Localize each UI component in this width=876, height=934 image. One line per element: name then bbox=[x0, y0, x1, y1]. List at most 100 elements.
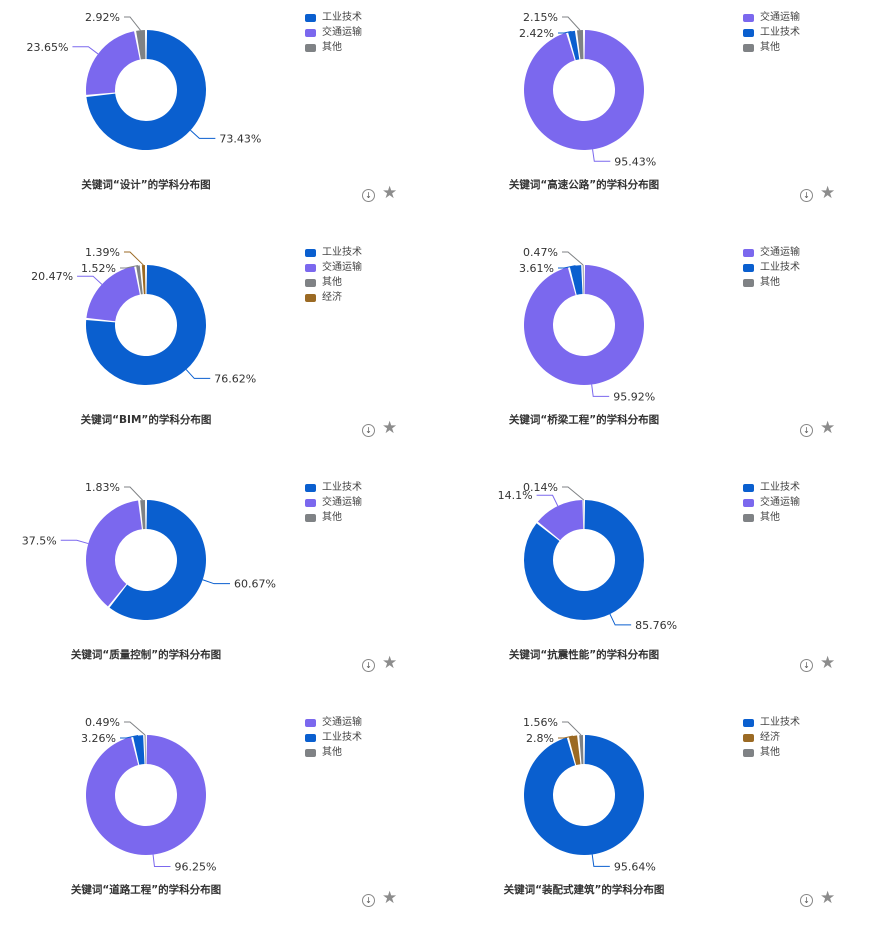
legend-item[interactable]: 交通运输 bbox=[743, 495, 800, 510]
download-icon[interactable]: ↓ bbox=[362, 424, 375, 437]
legend-item[interactable]: 其他 bbox=[305, 510, 362, 525]
chart-legend: 工业技术交通运输其他经济 bbox=[305, 245, 362, 305]
leader-line bbox=[186, 370, 210, 379]
legend-item[interactable]: 其他 bbox=[743, 275, 800, 290]
chart-legend: 工业技术交通运输其他 bbox=[305, 480, 362, 525]
star-icon[interactable]: ★ bbox=[820, 183, 835, 203]
download-icon[interactable]: ↓ bbox=[362, 894, 375, 907]
legend-item[interactable]: 交通运输 bbox=[743, 245, 800, 260]
legend-item[interactable]: 其他 bbox=[305, 745, 362, 760]
download-icon[interactable]: ↓ bbox=[800, 894, 813, 907]
legend-item[interactable]: 交通运输 bbox=[305, 260, 362, 275]
download-icon[interactable]: ↓ bbox=[362, 189, 375, 202]
legend-swatch bbox=[743, 249, 754, 257]
chart-card: 60.67%37.5%1.83%工业技术交通运输其他关键词“质量控制”的学科分布… bbox=[0, 470, 438, 699]
legend-swatch bbox=[743, 484, 754, 492]
legend-item[interactable]: 交通运输 bbox=[743, 10, 800, 25]
legend-item[interactable]: 经济 bbox=[305, 290, 362, 305]
chart-card: 95.92%3.61%0.47%交通运输工业技术其他关键词“桥梁工程”的学科分布… bbox=[438, 235, 876, 464]
leader-line bbox=[562, 17, 580, 30]
slice-value-label: 3.61% bbox=[519, 262, 554, 275]
slice-value-label: 23.65% bbox=[26, 41, 68, 54]
legend-item[interactable]: 工业技术 bbox=[743, 260, 800, 275]
pie-slice[interactable] bbox=[86, 735, 206, 855]
legend-swatch bbox=[743, 499, 754, 507]
legend-label: 交通运输 bbox=[322, 260, 362, 275]
download-icon[interactable]: ↓ bbox=[800, 189, 813, 202]
leader-line bbox=[61, 540, 89, 543]
download-icon[interactable]: ↓ bbox=[362, 659, 375, 672]
star-icon[interactable]: ★ bbox=[382, 418, 397, 438]
legend-label: 交通运输 bbox=[760, 495, 800, 510]
legend-swatch bbox=[305, 749, 316, 757]
legend-item[interactable]: 其他 bbox=[743, 40, 800, 55]
legend-label: 交通运输 bbox=[322, 25, 362, 40]
chart-card: 95.43%2.42%2.15%交通运输工业技术其他关键词“高速公路”的学科分布… bbox=[438, 0, 876, 229]
leader-line bbox=[120, 266, 138, 268]
download-icon[interactable]: ↓ bbox=[800, 424, 813, 437]
pie-slice[interactable] bbox=[583, 265, 584, 294]
pie-slice[interactable] bbox=[524, 735, 644, 855]
chart-legend: 交通运输工业技术其他 bbox=[743, 245, 800, 290]
slice-value-label: 2.15% bbox=[523, 11, 558, 24]
slice-value-label: 1.83% bbox=[85, 481, 120, 494]
legend-swatch bbox=[305, 44, 316, 52]
legend-swatch bbox=[305, 14, 316, 22]
pie-slice[interactable] bbox=[86, 31, 140, 95]
leader-line bbox=[124, 487, 143, 500]
legend-item[interactable]: 工业技术 bbox=[743, 480, 800, 495]
legend-item[interactable]: 其他 bbox=[743, 745, 800, 760]
legend-label: 其他 bbox=[322, 510, 342, 525]
legend-item[interactable]: 经济 bbox=[743, 730, 800, 745]
star-icon[interactable]: ★ bbox=[382, 888, 397, 908]
legend-swatch bbox=[743, 749, 754, 757]
pie-slice[interactable] bbox=[524, 30, 644, 150]
pie-slice[interactable] bbox=[524, 265, 644, 385]
download-icon[interactable]: ↓ bbox=[800, 659, 813, 672]
slice-value-label: 96.25% bbox=[174, 861, 216, 874]
legend-swatch bbox=[743, 44, 754, 52]
slice-value-label: 85.76% bbox=[635, 619, 677, 632]
legend-item[interactable]: 工业技术 bbox=[305, 10, 362, 25]
legend-label: 交通运输 bbox=[322, 715, 362, 730]
legend-item[interactable]: 其他 bbox=[305, 275, 362, 290]
leader-line bbox=[562, 252, 583, 265]
slice-value-label: 1.52% bbox=[81, 262, 116, 275]
legend-item[interactable]: 其他 bbox=[743, 510, 800, 525]
legend-item[interactable]: 工业技术 bbox=[305, 480, 362, 495]
legend-item[interactable]: 工业技术 bbox=[743, 25, 800, 40]
legend-label: 交通运输 bbox=[760, 10, 800, 25]
legend-label: 交通运输 bbox=[322, 495, 362, 510]
leader-line bbox=[153, 855, 170, 867]
legend-swatch bbox=[305, 514, 316, 522]
legend-swatch bbox=[743, 279, 754, 287]
legend-label: 其他 bbox=[760, 510, 780, 525]
star-icon[interactable]: ★ bbox=[382, 183, 397, 203]
chart-title: 关键词“BIM”的学科分布图 bbox=[0, 412, 296, 427]
legend-item[interactable]: 工业技术 bbox=[305, 245, 362, 260]
legend-swatch bbox=[305, 279, 316, 287]
legend-label: 其他 bbox=[322, 745, 342, 760]
leader-line bbox=[593, 149, 611, 161]
legend-item[interactable]: 交通运输 bbox=[305, 715, 362, 730]
slice-value-label: 37.5% bbox=[22, 534, 57, 547]
slice-value-label: 95.64% bbox=[614, 860, 656, 873]
legend-item[interactable]: 工业技术 bbox=[743, 715, 800, 730]
slice-value-label: 2.42% bbox=[519, 27, 554, 40]
pie-slice[interactable] bbox=[142, 265, 146, 294]
chart-title: 关键词“高速公路”的学科分布图 bbox=[434, 177, 734, 192]
slice-value-label: 95.43% bbox=[614, 155, 656, 168]
legend-item[interactable]: 交通运输 bbox=[305, 495, 362, 510]
leader-line bbox=[610, 614, 631, 625]
legend-item[interactable]: 工业技术 bbox=[305, 730, 362, 745]
legend-item[interactable]: 交通运输 bbox=[305, 25, 362, 40]
star-icon[interactable]: ★ bbox=[820, 418, 835, 438]
star-icon[interactable]: ★ bbox=[820, 888, 835, 908]
star-icon[interactable]: ★ bbox=[820, 653, 835, 673]
slice-value-label: 20.47% bbox=[31, 270, 73, 283]
legend-item[interactable]: 其他 bbox=[305, 40, 362, 55]
slice-value-label: 60.67% bbox=[234, 578, 276, 591]
star-icon[interactable]: ★ bbox=[382, 653, 397, 673]
leader-line bbox=[592, 854, 610, 866]
pie-slice[interactable] bbox=[145, 735, 146, 764]
